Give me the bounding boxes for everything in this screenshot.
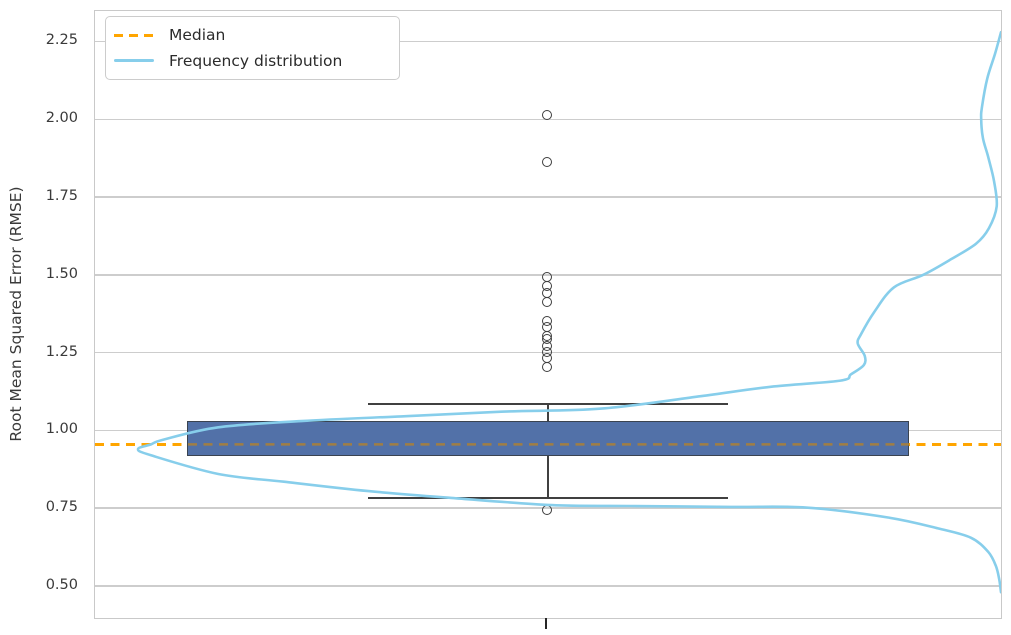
legend: Median Frequency distribution	[105, 16, 400, 80]
gridline	[95, 196, 1001, 198]
outlier-point	[542, 157, 553, 168]
upper-whisker-cap	[367, 403, 729, 405]
legend-item-frequency-distribution: Frequency distribution	[106, 52, 399, 70]
kde-solid-line-icon	[114, 59, 154, 63]
y-tick-label: 2.25	[45, 32, 78, 49]
y-tick-label: 1.25	[45, 343, 78, 360]
outlier-point	[542, 505, 553, 516]
kde-curve-layer	[136, 30, 1001, 594]
legend-label-frequency-distribution: Frequency distribution	[169, 51, 343, 70]
box-iqr	[186, 421, 910, 456]
median-dashed-line-icon	[114, 33, 154, 37]
gridline	[95, 585, 1001, 587]
lower-whisker-cap	[367, 497, 729, 499]
x-axis-tick	[545, 618, 548, 629]
y-axis-label: Root Mean Squared Error (RMSE)	[7, 186, 25, 442]
legend-label-median: Median	[169, 26, 226, 45]
y-tick-label: 2.00	[45, 110, 78, 127]
y-tick-label: 0.75	[45, 499, 78, 516]
plot-area	[94, 10, 1002, 619]
lower-whisker-stem	[547, 455, 549, 499]
outlier-point	[542, 362, 553, 373]
median-line-over-box	[186, 443, 910, 446]
y-tick-label: 0.50	[45, 576, 78, 593]
upper-whisker-stem	[547, 403, 549, 422]
y-tick-label: 1.00	[45, 421, 78, 438]
outlier-point	[542, 297, 553, 308]
y-tick-label: 1.75	[45, 188, 78, 205]
y-tick-label: 1.50	[45, 265, 78, 282]
legend-item-median: Median	[106, 26, 399, 44]
